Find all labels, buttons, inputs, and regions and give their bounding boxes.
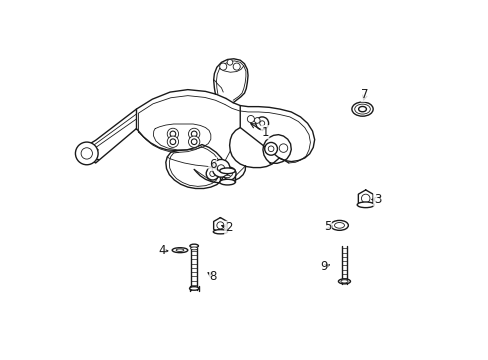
Circle shape <box>188 136 200 147</box>
Ellipse shape <box>213 230 227 234</box>
Text: 7: 7 <box>361 89 368 102</box>
Text: 6: 6 <box>208 158 216 171</box>
Circle shape <box>191 131 197 137</box>
Circle shape <box>212 159 229 177</box>
Ellipse shape <box>340 280 347 283</box>
Circle shape <box>167 128 178 140</box>
Circle shape <box>223 167 236 180</box>
Ellipse shape <box>172 248 187 253</box>
Circle shape <box>279 144 287 152</box>
Text: 8: 8 <box>209 270 217 283</box>
Circle shape <box>361 194 369 203</box>
Circle shape <box>255 117 268 130</box>
Circle shape <box>226 171 232 176</box>
Circle shape <box>167 136 178 147</box>
Ellipse shape <box>356 202 373 208</box>
Ellipse shape <box>219 179 235 185</box>
Circle shape <box>170 139 175 145</box>
Text: 9: 9 <box>320 260 327 273</box>
Ellipse shape <box>330 220 347 230</box>
Circle shape <box>216 222 224 229</box>
Ellipse shape <box>224 175 230 178</box>
Circle shape <box>226 59 232 65</box>
Ellipse shape <box>351 102 372 116</box>
Circle shape <box>268 146 273 152</box>
Circle shape <box>75 142 98 165</box>
Circle shape <box>81 148 92 159</box>
Circle shape <box>206 167 219 180</box>
Circle shape <box>188 128 200 140</box>
Text: 3: 3 <box>373 193 380 206</box>
Circle shape <box>217 165 224 172</box>
Text: 1: 1 <box>261 126 268 139</box>
Circle shape <box>170 131 175 137</box>
Circle shape <box>264 143 277 155</box>
Circle shape <box>209 171 215 176</box>
Text: 5: 5 <box>324 220 331 233</box>
Ellipse shape <box>334 222 344 228</box>
Text: 2: 2 <box>224 221 232 234</box>
Ellipse shape <box>189 287 198 290</box>
Ellipse shape <box>176 249 183 251</box>
Circle shape <box>219 63 226 70</box>
Circle shape <box>233 63 240 70</box>
Ellipse shape <box>358 107 366 112</box>
Ellipse shape <box>219 168 235 174</box>
Circle shape <box>247 116 254 123</box>
Text: 4: 4 <box>158 244 165 257</box>
Ellipse shape <box>189 244 198 248</box>
Circle shape <box>254 118 260 123</box>
Ellipse shape <box>190 247 197 250</box>
Ellipse shape <box>354 104 369 114</box>
Circle shape <box>259 121 264 126</box>
Circle shape <box>191 139 197 145</box>
Ellipse shape <box>338 279 350 284</box>
